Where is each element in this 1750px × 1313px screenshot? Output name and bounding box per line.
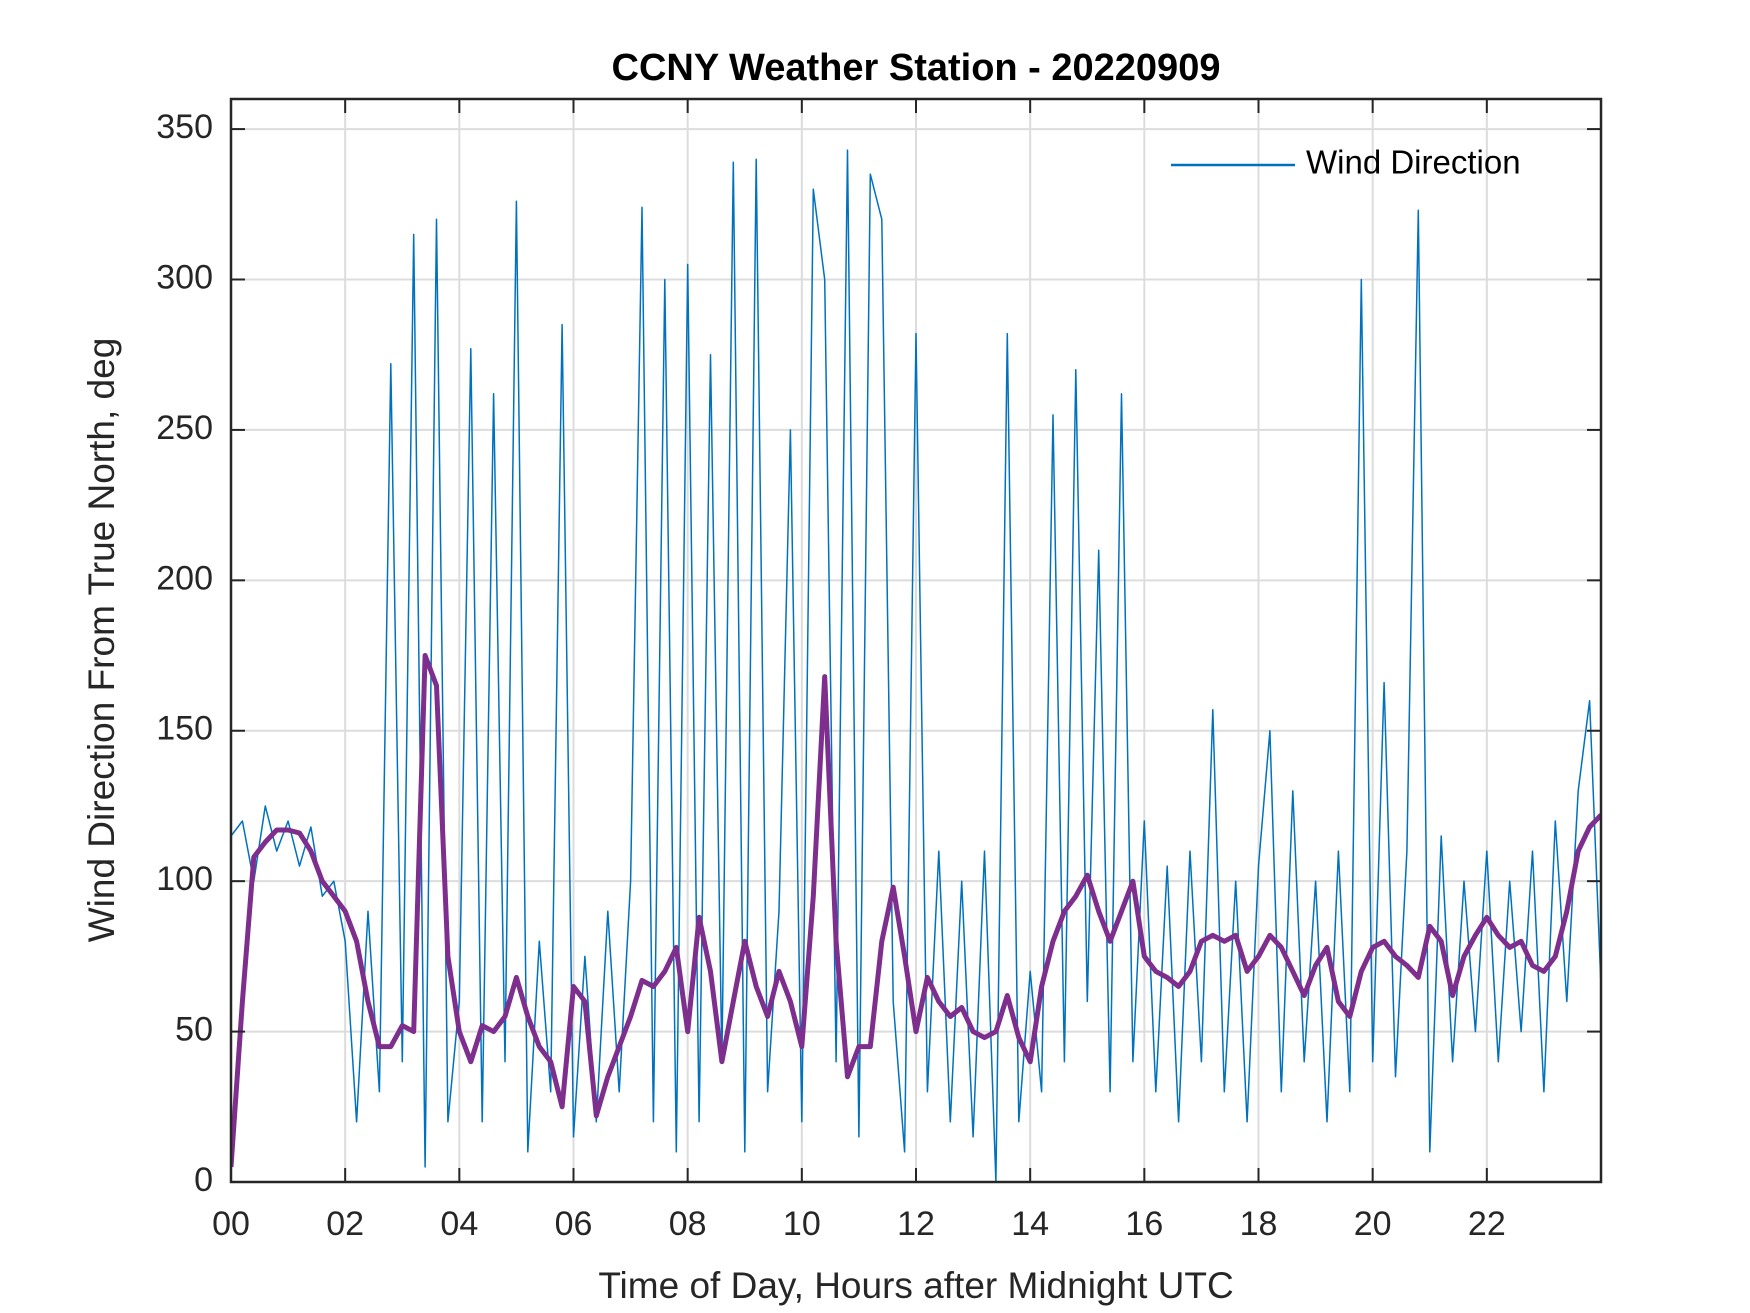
x-tick-label: 04: [440, 1205, 478, 1243]
x-tick-label: 02: [326, 1205, 364, 1243]
chart-title: CCNY Weather Station - 20220909: [612, 47, 1221, 89]
y-axis-label: Wind Direction From True North, deg: [81, 338, 122, 943]
x-tick-label: 08: [669, 1205, 707, 1243]
x-tick-label: 14: [1011, 1205, 1049, 1243]
legend-label: Wind Direction: [1306, 144, 1521, 181]
y-tick-label: 50: [175, 1011, 213, 1049]
x-tick-label: 00: [212, 1205, 250, 1243]
x-tick-label: 22: [1468, 1205, 1506, 1243]
x-tick-label: 16: [1125, 1205, 1163, 1243]
y-tick-label: 250: [156, 409, 213, 447]
x-tick-label: 06: [555, 1205, 593, 1243]
x-tick-label: 18: [1240, 1205, 1278, 1243]
y-tick-label: 200: [156, 559, 213, 597]
x-tick-label: 20: [1354, 1205, 1392, 1243]
y-tick-label: 150: [156, 710, 213, 748]
y-tick-label: 100: [156, 860, 213, 898]
x-tick-label: 10: [783, 1205, 821, 1243]
y-tick-label: 350: [156, 108, 213, 146]
x-axis-label: Time of Day, Hours after Midnight UTC: [598, 1265, 1233, 1306]
y-tick-label: 0: [194, 1161, 213, 1199]
x-tick-label: 12: [897, 1205, 935, 1243]
data-line: [231, 149, 1601, 1182]
y-tick-label: 300: [156, 258, 213, 296]
data-line: [231, 653, 1601, 1168]
